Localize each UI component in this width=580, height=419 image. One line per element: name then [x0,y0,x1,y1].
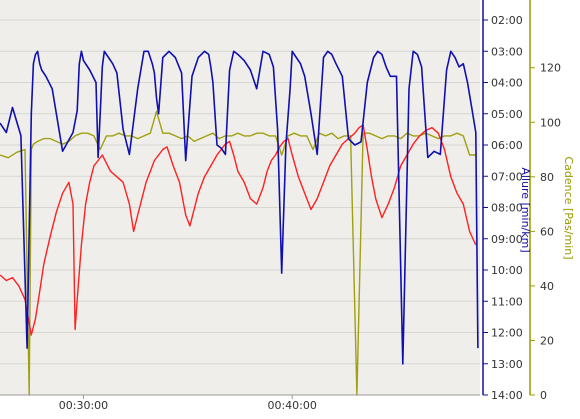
cadence-tick-label: 120 [540,62,561,75]
axes: 00:30:00 00:40:00 02:00 03:00 04:00 05:00 06:… [0,0,575,412]
heart-series-line [0,124,477,336]
x-tick-label: 00:40:00 [267,399,316,412]
series-layer [0,50,479,396]
cadence-tick-label: 80 [540,171,554,184]
x-ticks: 00:30:00 00:40:00 [59,395,317,412]
allure-ticks: 02:00 03:00 04:00 05:00 06:00 07:00 08:00 09:00… [483,14,523,402]
allure-tick-label: 12:00 [491,327,523,340]
allure-tick-label: 08:00 [491,202,523,215]
allure-tick-label: 09:00 [491,233,523,246]
cadence-axis-label: Cadence [Pas/min] [562,156,575,259]
allure-tick-label: 13:00 [491,358,523,371]
allure-tick-label: 11:00 [491,295,523,308]
x-tick-label: 00:30:00 [59,399,108,412]
allure-series-line [0,50,479,365]
cadence-ticks: 0 20 40 60 80 100 120 [530,62,561,402]
cadence-tick-label: 0 [540,389,547,402]
allure-tick-label: 02:00 [491,14,523,27]
allure-tick-label: 07:00 [491,170,523,183]
cadence-series-line [0,110,476,396]
cadence-tick-label: 60 [540,225,554,238]
cadence-tick-label: 20 [540,334,554,347]
allure-tick-label: 14:00 [491,389,523,402]
allure-axis-label: Allure [min/km] [519,167,532,252]
allure-tick-label: 10:00 [491,264,523,277]
allure-tick-label: 06:00 [491,139,523,152]
allure-tick-label: 04:00 [491,77,523,90]
cadence-tick-label: 40 [540,280,554,293]
cadence-tick-label: 100 [540,116,561,129]
allure-tick-label: 03:00 [491,45,523,58]
allure-tick-label: 05:00 [491,108,523,121]
